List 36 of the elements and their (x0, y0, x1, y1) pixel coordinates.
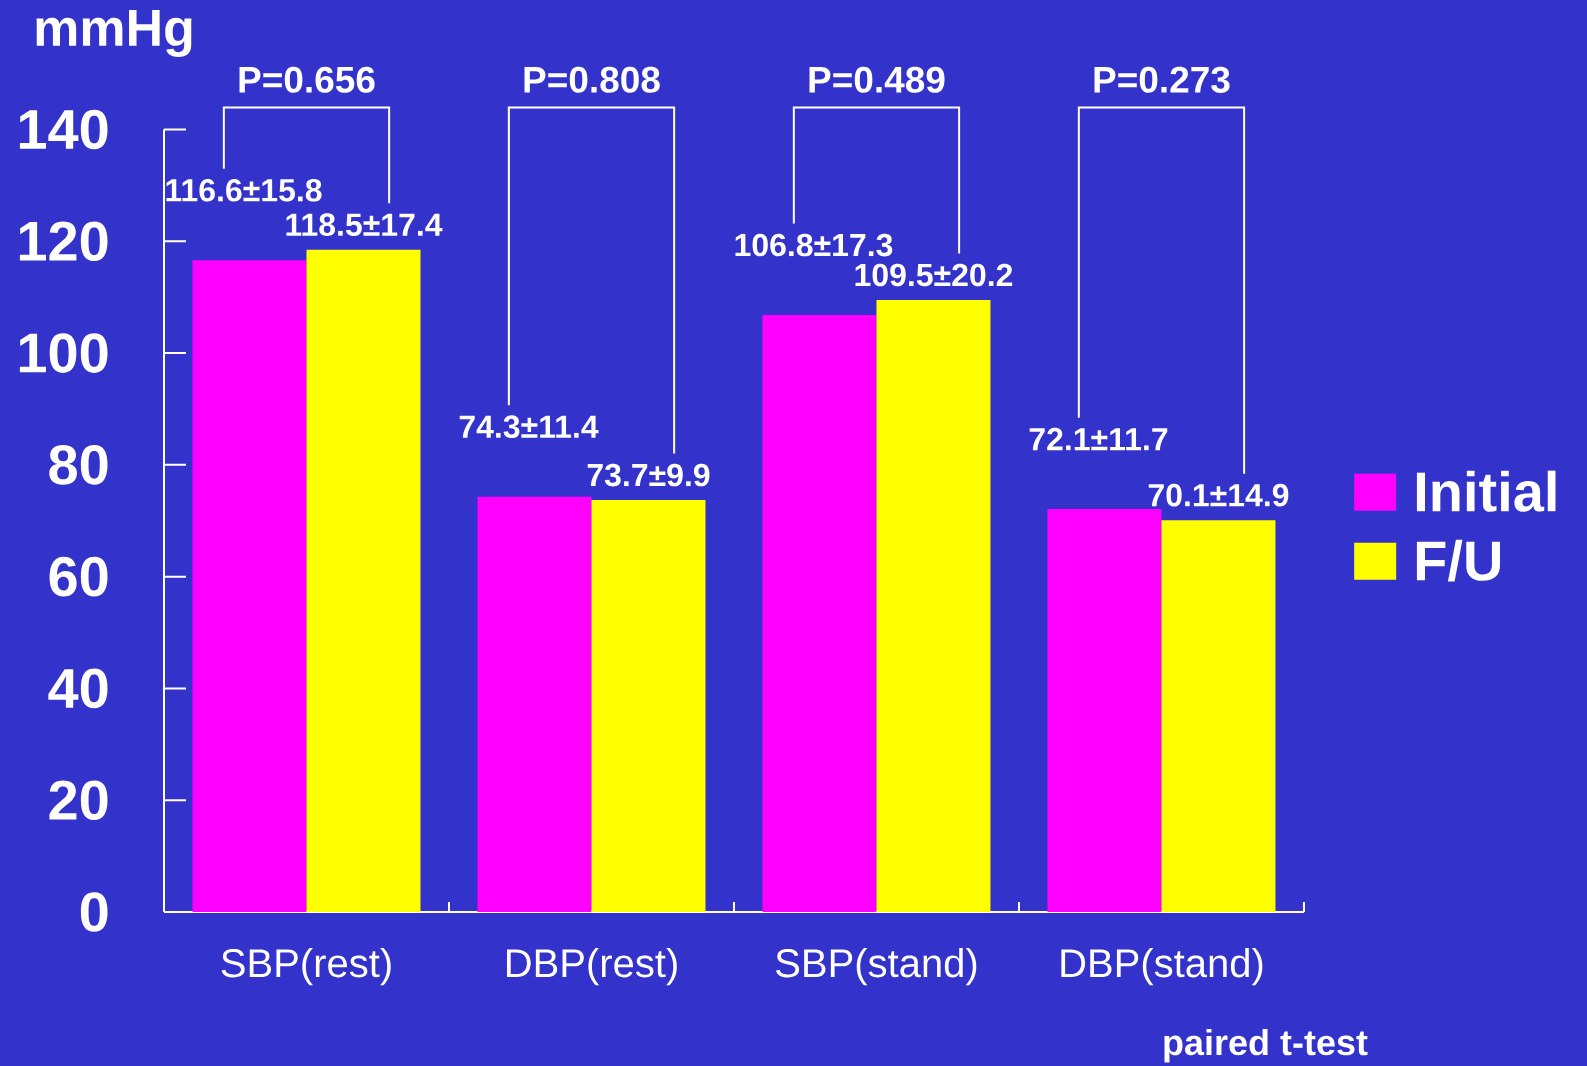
data-label: 72.1±11.7 (1029, 427, 1168, 451)
legend-label: Initial (1416, 470, 1556, 512)
x-tick-label: SBP(rest) (221, 948, 391, 986)
y-tick-label: 100 (19, 333, 108, 373)
y-tick-label: 0 (80, 892, 108, 932)
y-tick-label: 80 (49, 445, 108, 485)
x-tick-label: SBP(stand) (776, 948, 977, 986)
data-label: 74.3±11.4 (459, 415, 599, 439)
data-label: 118.5±17.4 (286, 213, 443, 236)
x-tick-label: DBP(rest) (506, 948, 677, 986)
legend-label: F/U (1416, 539, 1500, 582)
bar (306, 249, 421, 912)
text: P=0.273 (1094, 66, 1230, 93)
text: P=0.656 (239, 66, 375, 93)
y-tick-label: 120 (19, 221, 108, 262)
text: P=0.489 (809, 66, 945, 93)
bar (1047, 509, 1162, 912)
bar (591, 500, 706, 912)
y-tick-label: 20 (49, 780, 108, 821)
y-tick-label: 40 (48, 668, 108, 709)
data-label: 109.5±20.2 (855, 263, 1013, 287)
data-label: 106.8±17.3 (735, 233, 893, 257)
x-tick-label: DBP(stand) (1061, 948, 1263, 986)
text: P=0.808 (524, 66, 660, 93)
text: paired t-test (1164, 1028, 1368, 1063)
data-label: 70.1±14.9 (1148, 483, 1289, 507)
y-tick-label: 60 (49, 556, 108, 597)
data-label: 73.7±9.9 (587, 463, 710, 487)
data-label: 116.6±15.8 (166, 178, 322, 202)
bar (477, 496, 592, 912)
bar (876, 299, 991, 912)
bar (192, 260, 307, 912)
bar (762, 315, 877, 912)
bar (1161, 520, 1276, 912)
y-axis-title: mmHg (36, 10, 192, 57)
y-tick-label: 140 (19, 109, 108, 150)
